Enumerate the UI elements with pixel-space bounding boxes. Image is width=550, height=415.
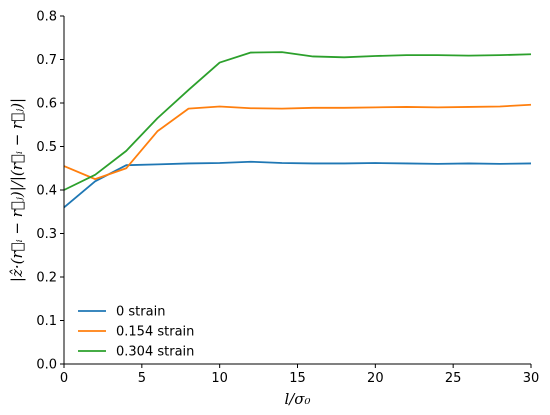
x-tick-label: 10: [211, 371, 228, 386]
y-tick-label: 0.1: [36, 314, 57, 329]
legend-label: 0.304 strain: [116, 345, 194, 360]
x-axis-label: l/σ₀: [284, 390, 310, 408]
y-tick-label: 0.5: [36, 140, 57, 155]
y-tick-label: 0.8: [36, 10, 57, 25]
y-tick-label: 0.3: [36, 227, 57, 242]
series-line-1: [63, 103, 532, 181]
x-tick-label: 0: [60, 371, 68, 386]
legend-label: 0.154 strain: [116, 325, 194, 340]
legend: 0 strain 0.154 strain 0.304 strain: [78, 305, 194, 360]
x-tick-label: 20: [367, 371, 384, 386]
y-axis-label: |ẑ·(r⃗ᵢ − r⃗ⱼ)|/|(r⃗ᵢ − r⃗ⱼ)|: [8, 98, 26, 282]
x-tick-label: 30: [523, 371, 540, 386]
plot-area: 0 5 10 15 20 25 30 0.0 0.1 0.2 0.3 0.4 0.5 0.6 0.7 0.8: [36, 10, 539, 387]
y-ticks: 0.0 0.1 0.2 0.3 0.4 0.5 0.6 0.7 0.8: [36, 10, 64, 373]
y-tick-label: 0.4: [36, 184, 57, 199]
x-tick-label: 15: [289, 371, 306, 386]
y-tick-label: 0.0: [36, 358, 57, 373]
y-tick-label: 0.2: [36, 271, 57, 286]
y-tick-label: 0.7: [36, 53, 57, 68]
series-layer: [63, 51, 532, 209]
series-line-0: [63, 160, 532, 209]
series-line-2: [63, 51, 532, 191]
x-tick-label: 25: [445, 371, 462, 386]
y-tick-label: 0.6: [36, 97, 57, 112]
x-tick-label: 5: [138, 371, 146, 386]
legend-label: 0 strain: [116, 305, 165, 320]
x-ticks: 0 5 10 15 20 25 30: [60, 364, 539, 386]
